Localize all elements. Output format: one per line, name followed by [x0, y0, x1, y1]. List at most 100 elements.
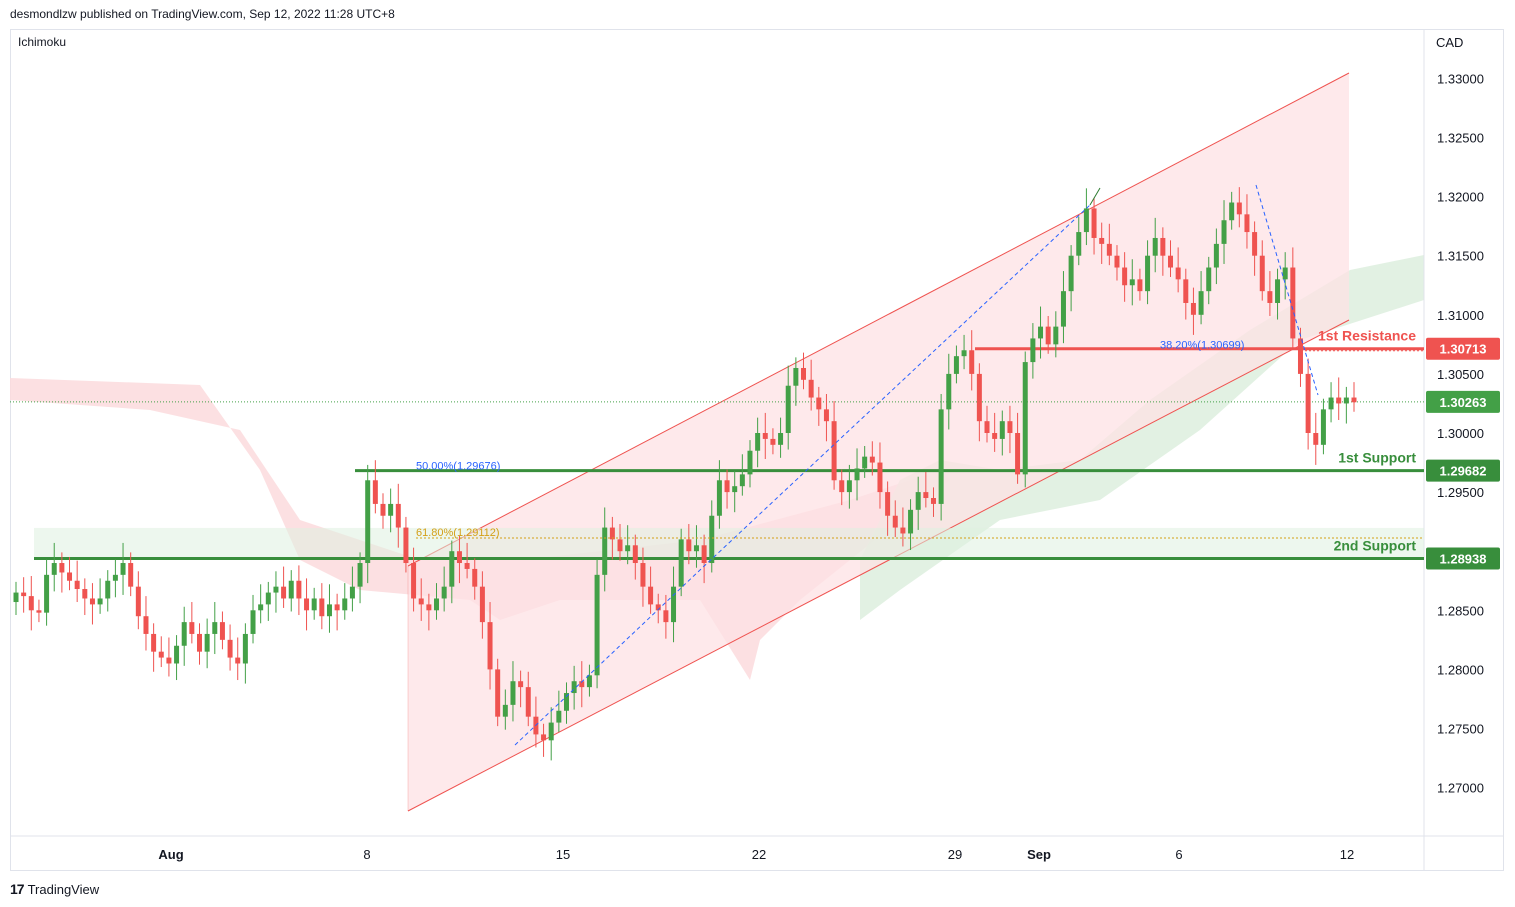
- candle-body: [724, 480, 730, 493]
- candle: [235, 637, 241, 681]
- candle: [953, 345, 959, 384]
- candle-body: [196, 633, 202, 652]
- candle: [1275, 268, 1281, 320]
- candle: [1030, 323, 1036, 379]
- level-tag-text: 1.30713: [1440, 342, 1487, 357]
- candle: [755, 417, 761, 468]
- y-tick-label: 1.28500: [1437, 603, 1484, 618]
- candle: [762, 412, 768, 460]
- candle-body: [1252, 232, 1258, 256]
- candle: [709, 500, 715, 573]
- candle-body: [36, 610, 42, 613]
- candle: [571, 665, 577, 710]
- candle-body: [1007, 421, 1013, 433]
- candle-body: [296, 580, 302, 599]
- candle-body: [273, 586, 279, 593]
- candle-body: [1305, 373, 1311, 433]
- candle-body: [326, 604, 332, 617]
- candle: [1106, 223, 1112, 266]
- candle-body: [892, 515, 898, 528]
- current-tag-bg: [1426, 390, 1500, 413]
- candle-body: [434, 598, 440, 611]
- candle: [242, 623, 248, 684]
- candle-body: [686, 539, 692, 552]
- candle-body: [1022, 362, 1028, 475]
- candle: [739, 454, 745, 496]
- candle: [992, 412, 998, 452]
- candle: [1221, 200, 1227, 264]
- candle: [411, 547, 417, 612]
- candle: [319, 583, 325, 630]
- candle: [67, 557, 73, 591]
- current-price-tag: 1.30263: [1426, 390, 1500, 413]
- candle: [594, 559, 600, 689]
- candle: [915, 476, 921, 530]
- candle-body: [1190, 302, 1196, 315]
- candle: [372, 460, 378, 514]
- candle: [846, 464, 852, 509]
- candle-body: [801, 367, 807, 380]
- candle: [892, 500, 898, 538]
- candle: [1038, 306, 1044, 359]
- candle: [105, 570, 111, 612]
- level-price-tag: 1.28938: [1426, 547, 1500, 570]
- candle: [1007, 405, 1013, 454]
- candle-body: [1053, 326, 1059, 345]
- candle: [28, 576, 34, 631]
- candle: [281, 566, 287, 608]
- candle-body: [953, 356, 959, 374]
- candle-body: [1343, 397, 1349, 404]
- y-tick-label: 1.27500: [1437, 722, 1484, 737]
- candle: [801, 352, 807, 390]
- candle-body: [449, 551, 455, 587]
- candle-body: [44, 574, 50, 613]
- price-axis: 1.33000 1.32500 1.32000 1.31500 1.31000 1.305…: [10, 30, 1504, 871]
- candle-body: [877, 462, 883, 493]
- candle: [541, 723, 547, 757]
- chart-frame: [10, 29, 1504, 871]
- candle: [1320, 398, 1326, 455]
- candle-body: [112, 574, 118, 581]
- candle-body: [1045, 326, 1051, 345]
- time-axis: Aug 8 15 22 29 Sep 6 12: [158, 847, 1354, 862]
- candle: [510, 661, 516, 722]
- candle: [189, 602, 195, 644]
- candle-body: [938, 409, 944, 504]
- candle: [1045, 315, 1051, 354]
- candle-body: [747, 450, 753, 475]
- level-annotation: 1st Support: [1338, 450, 1416, 466]
- candle-body: [319, 598, 325, 617]
- candle: [151, 623, 157, 672]
- candle-body: [380, 503, 386, 516]
- candle-body: [510, 681, 516, 705]
- candle: [1198, 271, 1204, 325]
- candle-body: [174, 645, 180, 664]
- candle-body: [1336, 397, 1342, 404]
- fib-label: 61.80%(1.29112): [416, 527, 500, 539]
- candle-body: [1198, 291, 1204, 315]
- x-tick-label: 6: [1175, 847, 1182, 862]
- candle-body: [1099, 237, 1105, 244]
- candle: [869, 441, 875, 476]
- candle-body: [219, 622, 225, 640]
- candle-body: [808, 379, 814, 398]
- candle: [1305, 358, 1311, 450]
- candle-body: [59, 563, 65, 573]
- candle-body: [831, 421, 837, 481]
- candle: [265, 581, 271, 621]
- level-tag-bg: [1426, 547, 1500, 570]
- candle: [426, 593, 432, 631]
- candle-body: [541, 734, 547, 741]
- candle: [671, 566, 677, 643]
- candle: [1229, 191, 1235, 230]
- candle: [181, 606, 187, 666]
- candle-body: [1206, 267, 1212, 292]
- candle: [602, 507, 608, 592]
- candle-body: [617, 539, 623, 552]
- candle: [1053, 311, 1059, 358]
- x-tick-label: 22: [752, 847, 766, 862]
- candle: [663, 594, 669, 639]
- candle-body: [365, 480, 371, 564]
- candle: [304, 578, 310, 631]
